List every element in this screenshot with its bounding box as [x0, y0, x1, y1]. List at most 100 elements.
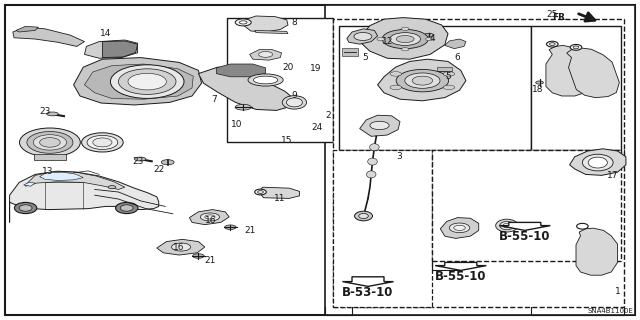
Text: 5: 5 [445, 72, 451, 81]
Ellipse shape [547, 41, 558, 47]
Ellipse shape [496, 219, 518, 232]
Ellipse shape [287, 98, 303, 107]
Ellipse shape [355, 211, 372, 221]
Polygon shape [360, 18, 448, 59]
Polygon shape [84, 64, 193, 99]
Text: 9: 9 [292, 92, 297, 100]
Ellipse shape [134, 157, 146, 161]
Text: 3: 3 [396, 152, 401, 161]
Ellipse shape [93, 138, 112, 147]
Text: B-55-10: B-55-10 [499, 230, 550, 243]
Ellipse shape [570, 44, 582, 50]
Polygon shape [24, 182, 35, 186]
Polygon shape [84, 40, 138, 58]
Ellipse shape [500, 221, 514, 230]
Ellipse shape [33, 135, 67, 150]
Bar [34, 154, 66, 160]
Ellipse shape [366, 171, 376, 178]
Ellipse shape [128, 73, 166, 90]
Polygon shape [437, 67, 452, 75]
Text: 6: 6 [455, 53, 460, 62]
Ellipse shape [588, 157, 607, 168]
Polygon shape [347, 29, 378, 44]
Polygon shape [216, 64, 266, 77]
Ellipse shape [40, 138, 60, 147]
Polygon shape [157, 239, 205, 255]
Text: 8: 8 [292, 18, 297, 27]
Text: 19: 19 [310, 64, 322, 73]
Polygon shape [242, 16, 288, 32]
Bar [531, 26, 621, 150]
Ellipse shape [390, 33, 420, 45]
Polygon shape [566, 48, 620, 98]
Polygon shape [40, 172, 83, 180]
Text: 24: 24 [311, 124, 323, 132]
Ellipse shape [236, 19, 252, 26]
Ellipse shape [377, 37, 385, 41]
Ellipse shape [108, 186, 116, 189]
Ellipse shape [370, 121, 389, 130]
Ellipse shape [367, 158, 378, 165]
Ellipse shape [248, 74, 283, 86]
Text: 20: 20 [282, 63, 294, 72]
Polygon shape [255, 30, 288, 34]
Polygon shape [16, 26, 38, 32]
Bar [325, 5, 635, 315]
Ellipse shape [401, 48, 409, 51]
Bar [227, 18, 333, 142]
Ellipse shape [19, 205, 32, 211]
Ellipse shape [47, 112, 58, 116]
Ellipse shape [253, 76, 278, 84]
Ellipse shape [358, 213, 369, 219]
Text: 13: 13 [42, 167, 54, 176]
Ellipse shape [257, 190, 264, 193]
Polygon shape [10, 171, 159, 222]
Polygon shape [576, 228, 618, 275]
Text: 12: 12 [381, 37, 393, 46]
Text: 17: 17 [607, 172, 619, 180]
Ellipse shape [426, 37, 433, 41]
Ellipse shape [382, 29, 428, 49]
Ellipse shape [259, 52, 273, 57]
Ellipse shape [200, 213, 220, 221]
Ellipse shape [412, 76, 433, 85]
Ellipse shape [27, 132, 73, 153]
Ellipse shape [15, 202, 37, 214]
Polygon shape [435, 262, 486, 270]
Ellipse shape [390, 85, 401, 90]
Text: 11: 11 [274, 194, 285, 203]
Ellipse shape [205, 215, 215, 219]
Ellipse shape [582, 154, 613, 171]
Ellipse shape [369, 144, 379, 151]
Ellipse shape [390, 72, 401, 76]
Text: 23: 23 [132, 157, 143, 166]
Ellipse shape [405, 73, 440, 88]
Polygon shape [74, 58, 202, 105]
Bar [333, 150, 432, 307]
Text: 23: 23 [39, 108, 51, 116]
Polygon shape [342, 277, 394, 286]
Polygon shape [342, 48, 358, 56]
Polygon shape [102, 41, 138, 58]
Ellipse shape [82, 133, 123, 152]
Polygon shape [259, 187, 300, 198]
Text: FR.: FR. [552, 13, 568, 22]
Bar [333, 19, 624, 307]
Ellipse shape [396, 36, 414, 43]
Text: B-55-10: B-55-10 [435, 270, 486, 283]
Ellipse shape [118, 69, 176, 94]
Text: 10: 10 [231, 120, 243, 129]
Text: SNA4B1100E: SNA4B1100E [588, 308, 634, 314]
Ellipse shape [536, 81, 543, 84]
Text: 21: 21 [244, 226, 255, 235]
Text: B-53-10: B-53-10 [342, 286, 394, 299]
Text: 1: 1 [616, 287, 621, 296]
Polygon shape [570, 149, 626, 175]
Ellipse shape [282, 96, 307, 109]
Polygon shape [360, 115, 400, 136]
Ellipse shape [239, 21, 247, 24]
Polygon shape [26, 172, 125, 189]
Polygon shape [198, 67, 294, 110]
Ellipse shape [454, 225, 465, 230]
Polygon shape [189, 210, 229, 225]
